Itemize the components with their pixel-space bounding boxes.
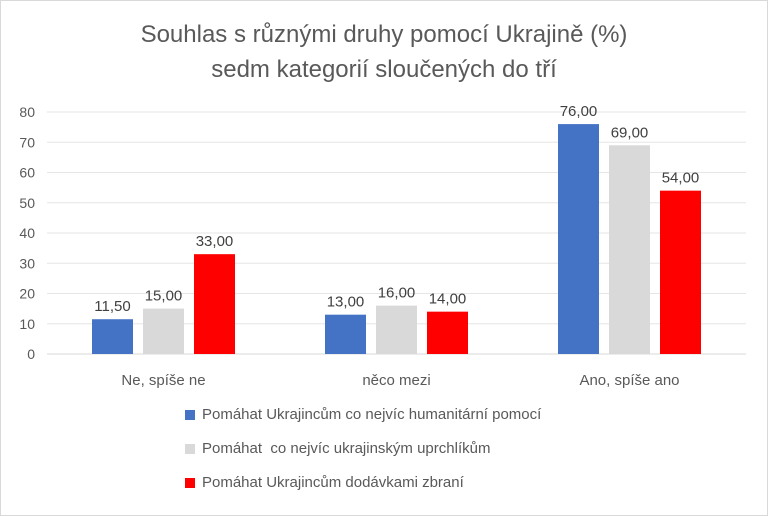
y-tick-label: 30 xyxy=(19,255,35,271)
y-tick-label: 70 xyxy=(19,134,35,150)
y-tick-label: 20 xyxy=(19,286,35,302)
data-label: 69,00 xyxy=(611,124,649,141)
bar xyxy=(325,314,366,354)
bar xyxy=(660,190,701,354)
data-label: 76,00 xyxy=(560,103,598,120)
y-tick-label: 0 xyxy=(27,346,35,362)
legend-swatch-weapons xyxy=(185,478,195,488)
legend-swatch-refugees xyxy=(185,444,195,454)
bar xyxy=(143,308,184,354)
data-label: 14,00 xyxy=(429,291,467,308)
legend-label-humanitarian: Pomáhat Ukrajincům co nejvíc humanitární… xyxy=(202,406,542,423)
bar xyxy=(558,124,599,354)
chart-title: Souhlas s různými druhy pomocí Ukrajině … xyxy=(140,21,628,48)
data-label: 16,00 xyxy=(378,285,416,302)
x-tick-label: něco mezi xyxy=(362,372,430,389)
data-label: 13,00 xyxy=(327,294,365,311)
x-tick-label: Ano, spíše ano xyxy=(579,372,679,389)
legend-label-weapons: Pomáhat Ukrajincům dodávkami zbraní xyxy=(202,474,464,491)
legend-label-refugees: Pomáhat co nejvíc ukrajinským uprchlíkům xyxy=(202,440,491,457)
bar xyxy=(376,305,417,354)
data-label: 54,00 xyxy=(662,170,700,187)
x-tick-label: Ne, spíše ne xyxy=(121,372,205,389)
bar xyxy=(92,319,133,354)
bar xyxy=(427,311,468,354)
data-label: 33,00 xyxy=(196,233,234,250)
y-tick-label: 80 xyxy=(19,104,35,120)
bar xyxy=(194,254,235,354)
bar xyxy=(609,145,650,354)
y-tick-label: 10 xyxy=(19,316,35,332)
data-label: 15,00 xyxy=(145,288,183,305)
y-tick-label: 50 xyxy=(19,195,35,211)
chart-subtitle: sedm kategorií sloučených do tří xyxy=(211,56,557,83)
y-tick-label: 40 xyxy=(19,225,35,241)
legend-swatch-humanitarian xyxy=(185,410,195,420)
data-label: 11,50 xyxy=(94,298,130,315)
bar-chart: 0 10 20 30 40 50 60 70 80 11,50 15,00 33,00 Ne, spíš… xyxy=(19,103,746,389)
y-tick-label: 60 xyxy=(19,165,35,181)
